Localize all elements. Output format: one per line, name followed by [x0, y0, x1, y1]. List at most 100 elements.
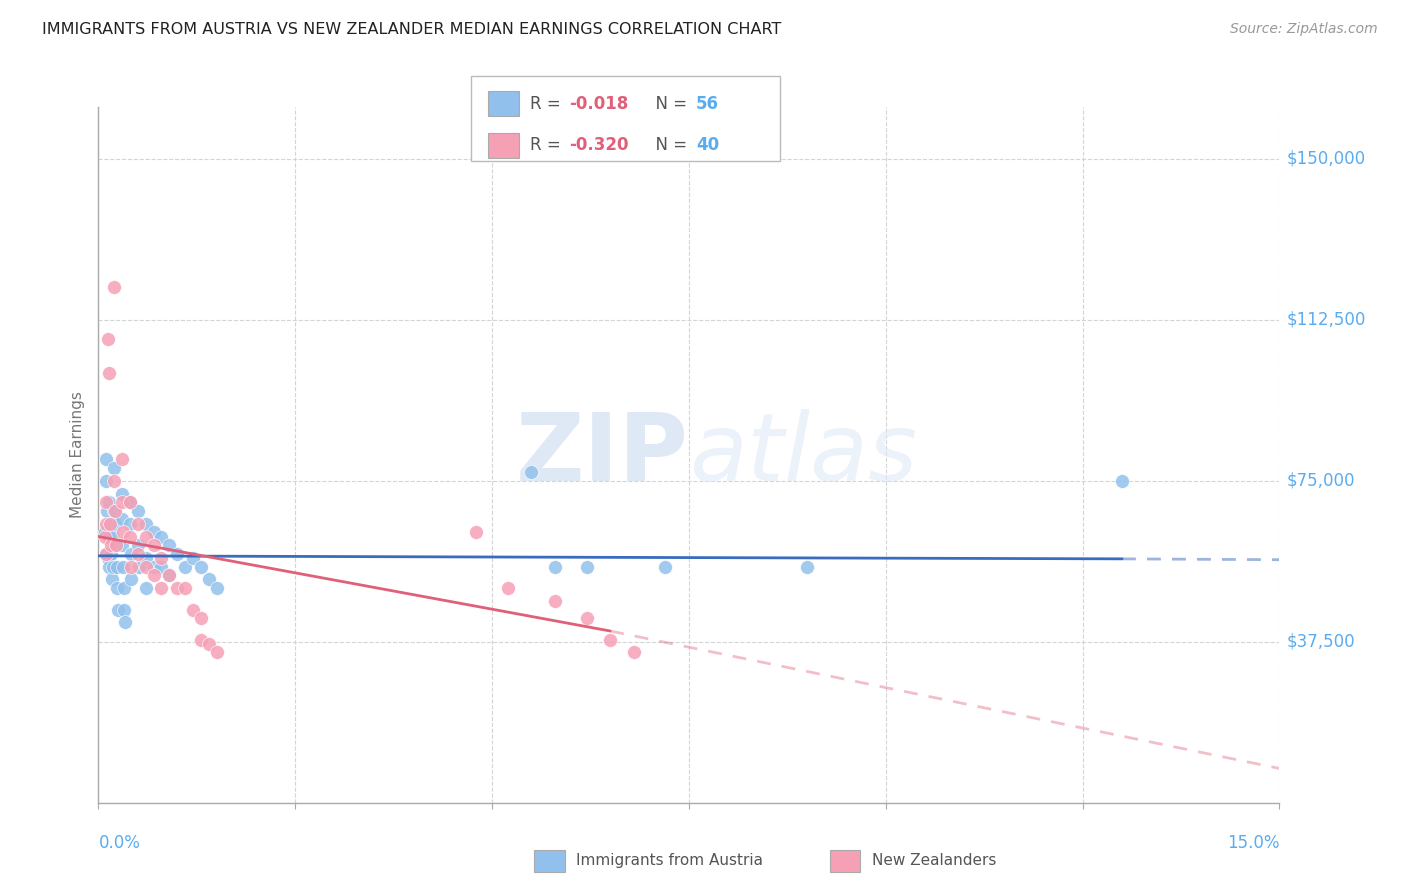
Point	[100, 547, 122, 561]
Point	[150, 581, 173, 595]
Point	[166, 547, 188, 561]
Point	[101, 529, 124, 543]
Point	[111, 452, 134, 467]
Point	[111, 525, 134, 540]
Point	[111, 495, 134, 509]
Point	[142, 568, 165, 582]
Point	[150, 559, 173, 574]
Point	[97, 367, 120, 381]
Point	[1111, 474, 1133, 488]
Point	[96, 452, 118, 467]
Point	[104, 538, 127, 552]
Point	[96, 504, 118, 518]
Text: Immigrants from Austria: Immigrants from Austria	[576, 854, 763, 868]
Text: 15.0%: 15.0%	[1227, 834, 1279, 852]
Point	[157, 568, 180, 582]
Point	[135, 559, 157, 574]
Point	[104, 538, 127, 552]
Point	[118, 495, 141, 509]
Point	[190, 611, 212, 625]
Point	[103, 559, 125, 574]
Text: $150,000: $150,000	[1286, 150, 1365, 168]
Point	[544, 594, 567, 608]
Point	[118, 516, 141, 531]
Point	[142, 559, 165, 574]
Point	[142, 525, 165, 540]
Point	[127, 547, 149, 561]
Point	[111, 486, 134, 500]
Point	[103, 474, 125, 488]
Text: 40: 40	[696, 136, 718, 154]
Text: 56: 56	[696, 95, 718, 112]
Point	[97, 529, 120, 543]
Text: R =: R =	[530, 95, 567, 112]
Point	[575, 611, 598, 625]
Point	[105, 559, 128, 574]
Point	[111, 538, 134, 552]
Text: $75,000: $75,000	[1286, 472, 1355, 490]
Point	[150, 551, 173, 566]
Point	[97, 332, 120, 346]
Point	[120, 547, 142, 561]
Point	[150, 529, 173, 543]
Point	[96, 474, 118, 488]
Point	[127, 504, 149, 518]
Point	[112, 581, 135, 595]
Point	[599, 632, 621, 647]
Text: $37,500: $37,500	[1286, 632, 1355, 651]
Point	[103, 460, 125, 475]
Point	[93, 525, 115, 540]
Point	[157, 568, 180, 582]
Point	[197, 637, 219, 651]
Point	[100, 538, 122, 552]
Point	[520, 465, 543, 479]
Point	[190, 632, 212, 647]
Point	[465, 525, 488, 540]
Y-axis label: Median Earnings: Median Earnings	[70, 392, 86, 518]
Text: ZIP: ZIP	[516, 409, 689, 501]
Point	[104, 504, 127, 518]
Text: -0.018: -0.018	[569, 95, 628, 112]
Point	[157, 538, 180, 552]
Text: $112,500: $112,500	[1286, 310, 1365, 328]
Point	[97, 551, 120, 566]
Point	[98, 516, 121, 531]
Point	[205, 581, 228, 595]
Point	[103, 280, 125, 294]
Point	[174, 559, 197, 574]
Point	[197, 573, 219, 587]
Point	[96, 495, 118, 509]
Point	[575, 559, 598, 574]
Text: -0.320: -0.320	[569, 136, 628, 154]
Point	[205, 645, 228, 659]
Point	[544, 559, 567, 574]
Text: Source: ZipAtlas.com: Source: ZipAtlas.com	[1230, 22, 1378, 37]
Point	[105, 581, 128, 595]
Point	[103, 504, 125, 518]
Point	[98, 516, 121, 531]
Point	[96, 516, 118, 531]
Point	[111, 559, 134, 574]
Point	[496, 581, 519, 595]
Point	[142, 538, 165, 552]
Point	[97, 559, 120, 574]
Point	[128, 559, 150, 574]
Text: R =: R =	[530, 136, 567, 154]
Point	[93, 529, 115, 543]
Text: atlas: atlas	[689, 409, 917, 500]
Point	[121, 573, 143, 587]
Point	[654, 559, 676, 574]
Point	[120, 559, 142, 574]
Text: 0.0%: 0.0%	[98, 834, 141, 852]
Point	[104, 516, 127, 531]
Text: N =: N =	[645, 95, 693, 112]
Point	[127, 516, 149, 531]
Point	[111, 512, 134, 526]
Text: New Zealanders: New Zealanders	[872, 854, 995, 868]
Point	[181, 602, 204, 616]
Point	[135, 529, 157, 543]
Point	[118, 495, 141, 509]
Point	[118, 529, 141, 543]
Point	[166, 581, 188, 595]
Point	[181, 551, 204, 566]
